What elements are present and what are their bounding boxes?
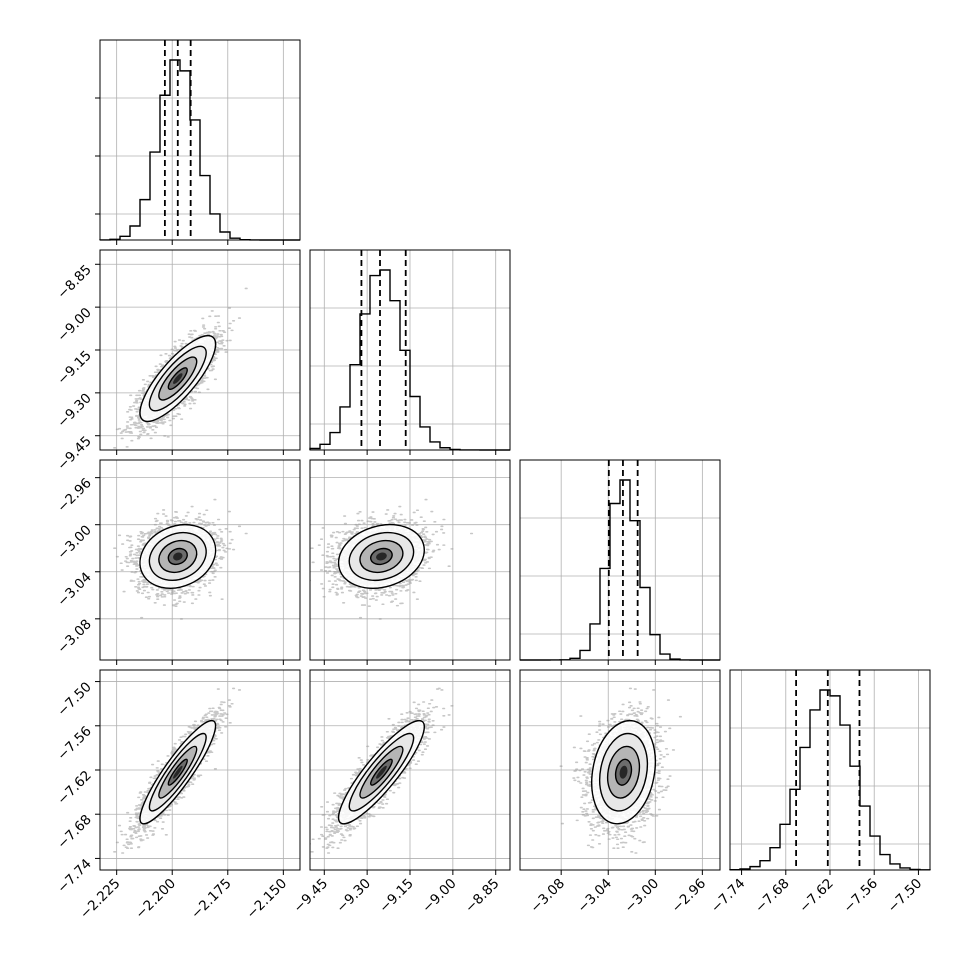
contour-line <box>614 758 633 786</box>
y-tick-label: −8.85 <box>54 262 95 303</box>
scatter-panel-2-1 <box>95 249 301 455</box>
contour-line <box>139 719 217 825</box>
x-tick-label: −8.85 <box>462 876 503 917</box>
x-tick-label: −9.30 <box>333 876 374 917</box>
contour-line <box>167 547 188 566</box>
contour-line <box>337 719 425 825</box>
panel-content <box>310 687 454 854</box>
contour-line <box>359 539 404 574</box>
y-tick-label: −7.68 <box>54 812 95 853</box>
density-shading <box>376 765 387 779</box>
x-tick-label: −7.56 <box>840 876 881 917</box>
histogram-panel-4 <box>729 669 931 875</box>
contour-line <box>591 719 656 825</box>
contour-line <box>158 539 198 574</box>
y-tick-label: −9.30 <box>54 390 95 431</box>
x-tick-label: −3.08 <box>527 876 568 917</box>
x-tick-label: −7.74 <box>708 876 749 917</box>
density-shading <box>173 552 183 561</box>
contour-line <box>348 531 415 581</box>
panel-content <box>113 498 248 620</box>
contour-line <box>158 356 198 401</box>
x-tick-label: −2.225 <box>77 876 124 923</box>
axes-frame <box>99 459 301 661</box>
x-tick-label: −2.200 <box>132 876 179 923</box>
contour-line <box>167 367 188 390</box>
y-tick-label: −7.62 <box>54 768 95 809</box>
histogram-step <box>729 689 931 871</box>
y-tick-label: −7.50 <box>54 679 95 720</box>
x-tick-label: −7.50 <box>885 876 926 917</box>
contour-line <box>148 345 207 412</box>
y-tick-label: −3.04 <box>54 569 95 610</box>
contour-line <box>158 745 198 799</box>
axes-frame <box>519 459 721 661</box>
x-tick-label: −7.68 <box>752 876 793 917</box>
x-tick-label: −7.62 <box>796 876 837 917</box>
histogram-step <box>520 479 720 661</box>
y-tick-label: −3.00 <box>54 522 95 563</box>
contour-line <box>599 732 649 812</box>
x-tick-label: −3.04 <box>574 876 615 917</box>
histogram-panel-2 <box>309 249 511 455</box>
y-tick-label: −7.56 <box>54 723 95 764</box>
y-tick-label: −3.08 <box>54 616 95 657</box>
x-tick-label: −3.00 <box>622 876 663 917</box>
scatter-panel-3-1 <box>95 459 301 665</box>
contour-line <box>348 732 415 812</box>
density-shading <box>173 373 183 384</box>
y-tick-label: −9.45 <box>54 433 95 474</box>
panel-content <box>559 687 683 854</box>
y-tick-label: −9.00 <box>54 305 95 346</box>
scatter-panel-3-2 <box>309 459 511 665</box>
histogram-step <box>99 59 300 241</box>
contour-line <box>337 524 425 589</box>
axes-frame <box>99 39 301 241</box>
x-tick-label: −9.45 <box>291 876 332 917</box>
histogram-panel-1 <box>95 39 301 245</box>
histogram-panel-3 <box>519 459 721 665</box>
contour-line <box>606 745 641 799</box>
y-tick-label: −9.15 <box>54 348 95 389</box>
contour-line <box>370 758 393 786</box>
contour-line <box>370 547 393 566</box>
scatter-panel-4-1 <box>95 669 301 875</box>
contour-line <box>148 732 207 812</box>
y-tick-label: −2.96 <box>54 475 95 516</box>
scatter-panel-4-3 <box>519 669 721 875</box>
contour-line <box>139 524 217 589</box>
density-shading <box>173 765 183 779</box>
x-tick-label: −9.15 <box>376 876 417 917</box>
x-tick-label: −2.175 <box>188 876 235 923</box>
contour-line <box>359 745 404 799</box>
contour-line <box>148 531 207 581</box>
panel-content <box>113 687 242 854</box>
density-shading <box>376 552 387 561</box>
density-shading <box>619 765 628 779</box>
x-tick-label: −2.96 <box>669 876 710 917</box>
contour-line <box>167 758 188 786</box>
panel-content <box>310 498 474 620</box>
x-tick-label: −2.150 <box>244 876 291 923</box>
x-tick-label: −9.00 <box>419 876 460 917</box>
panel-content <box>113 287 248 450</box>
contour-line <box>139 335 217 423</box>
scatter-panel-4-2 <box>309 669 511 875</box>
y-tick-label: −7.74 <box>54 856 95 897</box>
axes-frame <box>519 669 721 871</box>
